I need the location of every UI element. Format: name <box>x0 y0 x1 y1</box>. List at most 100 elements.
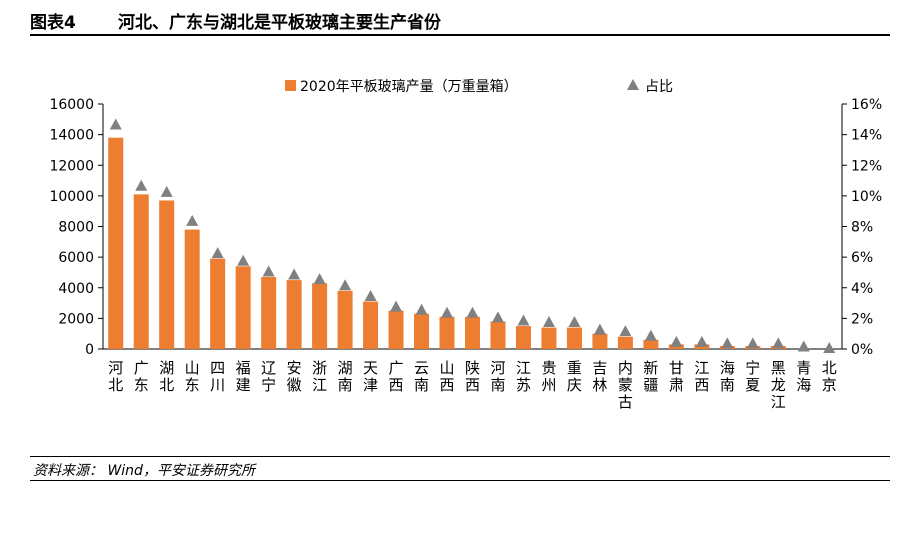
bar <box>184 229 200 349</box>
legend-label-bar: 2020年平板玻璃产量（万重量箱） <box>300 78 518 95</box>
x-tick-label-char: 江 <box>516 359 531 377</box>
share-marker <box>441 306 454 318</box>
x-tick-label-char: 庆 <box>567 376 582 394</box>
share-marker <box>237 254 250 266</box>
y-tick-label-right: 2% <box>851 311 873 327</box>
y-tick-label-left: 12000 <box>49 158 94 174</box>
y-tick-label-left: 16000 <box>49 97 94 113</box>
bar <box>133 194 149 349</box>
share-marker <box>644 329 657 341</box>
share-marker <box>619 325 632 337</box>
share-marker <box>364 289 377 301</box>
x-tick-label-char: 四 <box>210 359 225 377</box>
figure-header: 图表4 河北、广东与湖北是平板玻璃主要生产省份 <box>30 4 890 36</box>
x-tick-label-char: 西 <box>389 376 404 394</box>
x-tick-label-char: 林 <box>592 376 607 394</box>
y-tick-label-left: 4000 <box>58 281 94 297</box>
x-tick-label-char: 重 <box>567 359 582 377</box>
bar <box>490 321 506 349</box>
x-tick-label-char: 福 <box>236 359 251 377</box>
x-tick-label-char: 浙 <box>312 359 327 377</box>
x-tick-label-char: 南 <box>490 376 505 394</box>
x-tick-label-char: 江 <box>694 359 709 377</box>
legend-label-marker: 占比 <box>645 79 673 95</box>
y-tick-label-right: 4% <box>851 281 873 297</box>
bar <box>617 336 633 349</box>
x-tick-label-char: 黑 <box>771 359 786 377</box>
share-marker <box>695 335 708 347</box>
y-tick-label-left: 14000 <box>49 128 94 144</box>
x-tick-label-char: 河 <box>490 359 505 377</box>
share-marker <box>211 247 224 259</box>
bar <box>312 283 328 349</box>
x-tick-label-char: 甘 <box>669 359 684 377</box>
x-tick-label-char: 辽 <box>261 359 276 377</box>
x-tick-label-char: 西 <box>694 376 709 394</box>
bar <box>159 200 175 349</box>
x-tick-label-char: 北 <box>108 376 123 394</box>
y-tick-label-left: 0 <box>85 342 94 358</box>
y-tick-label-left: 2000 <box>58 311 94 327</box>
y-tick-label-left: 10000 <box>49 189 94 205</box>
share-marker <box>517 314 530 326</box>
x-tick-label-char: 广 <box>389 359 404 377</box>
share-marker <box>491 311 504 323</box>
x-tick-label-char: 宁 <box>745 359 760 377</box>
x-tick-label-char: 广 <box>134 359 149 377</box>
share-marker <box>262 265 275 277</box>
x-tick-label-char: 天 <box>363 359 378 377</box>
share-marker <box>721 337 734 349</box>
y-tick-label-left: 8000 <box>58 220 94 236</box>
x-tick-label-char: 宁 <box>261 376 276 394</box>
share-marker <box>135 179 148 191</box>
x-tick-label-char: 疆 <box>643 376 658 394</box>
x-tick-label-char: 蒙 <box>618 376 633 394</box>
figure-title: 河北、广东与湖北是平板玻璃主要生产省份 <box>118 13 441 33</box>
y-tick-label-left: 6000 <box>58 250 94 266</box>
share-marker <box>390 300 403 312</box>
x-tick-label-char: 夏 <box>745 376 760 394</box>
x-tick-label-char: 东 <box>134 376 149 394</box>
x-tick-label-char: 新 <box>643 359 658 377</box>
x-tick-label-char: 青 <box>796 359 811 377</box>
x-tick-label-char: 肃 <box>669 376 684 394</box>
bar <box>439 316 455 349</box>
x-tick-label-char: 贵 <box>541 359 556 377</box>
x-tick-label-char: 北 <box>159 376 174 394</box>
legend-swatch-bar <box>285 80 296 91</box>
x-tick-label-char: 龙 <box>771 376 786 394</box>
share-marker <box>670 335 683 347</box>
x-tick-label-char: 山 <box>440 359 455 377</box>
x-tick-label-char: 南 <box>414 376 429 394</box>
share-marker <box>339 279 352 291</box>
y-tick-label-right: 12% <box>851 158 882 174</box>
x-tick-label-char: 东 <box>185 376 200 394</box>
x-tick-label-char: 西 <box>465 376 480 394</box>
bar <box>592 333 608 349</box>
y-tick-label-right: 8% <box>851 220 873 236</box>
x-tick-label-char: 吉 <box>592 359 607 377</box>
x-tick-label-char: 江 <box>312 376 327 394</box>
x-tick-label-char: 北 <box>822 359 837 377</box>
share-marker <box>313 273 326 285</box>
share-marker <box>186 214 199 226</box>
x-tick-label-char: 海 <box>720 359 735 377</box>
share-marker <box>593 323 606 335</box>
bar <box>210 258 226 349</box>
x-tick-label-char: 内 <box>618 359 633 377</box>
share-marker <box>160 185 173 197</box>
share-marker <box>797 340 810 352</box>
bar <box>566 327 582 349</box>
bar <box>337 290 353 349</box>
x-tick-label-char: 苏 <box>516 376 531 394</box>
x-tick-label-char: 建 <box>236 376 251 394</box>
x-tick-label-char: 陕 <box>465 359 480 377</box>
bar <box>286 280 302 349</box>
bar <box>108 137 124 349</box>
x-tick-label-char: 云 <box>414 359 429 377</box>
bar <box>388 310 404 349</box>
bar <box>541 327 557 349</box>
x-tick-label-char: 河 <box>108 359 123 377</box>
x-tick-label-char: 西 <box>440 376 455 394</box>
